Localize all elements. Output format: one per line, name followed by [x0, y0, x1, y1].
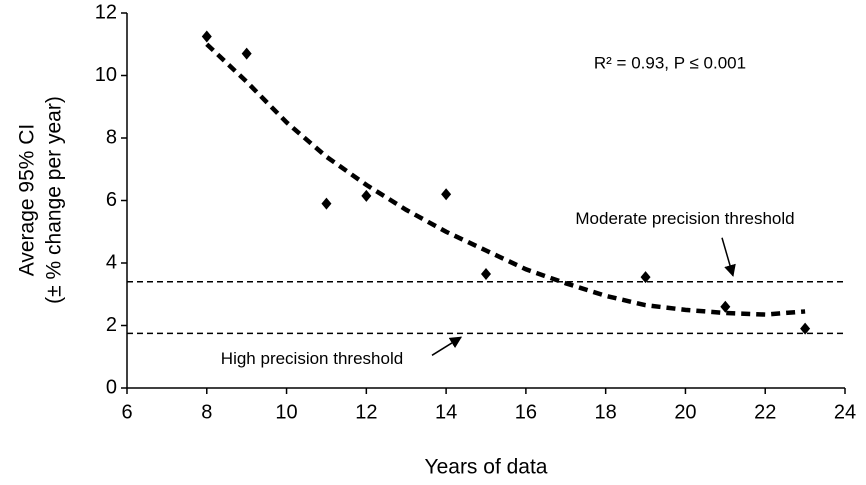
- y-tick-label: 6: [106, 189, 117, 211]
- point: [720, 300, 731, 313]
- y-axis-title: (± % change per year): [43, 96, 66, 304]
- x-tick-label: 22: [754, 401, 776, 423]
- y-tick-label: 0: [106, 376, 117, 398]
- point: [201, 30, 212, 43]
- y-axis-title: Average 95% CI: [16, 124, 39, 277]
- y-tick-label: 2: [106, 314, 117, 336]
- x-tick-label: 6: [121, 401, 132, 423]
- trend-line: [205, 42, 806, 317]
- x-tick-label: 14: [435, 401, 457, 423]
- x-tick-label: 24: [834, 401, 856, 423]
- arrow: [721, 237, 736, 277]
- y-tick-label: 10: [95, 64, 117, 86]
- x-axis-title: Years of data: [425, 456, 548, 479]
- x-tick-label: 16: [515, 401, 537, 423]
- threshold-label: High precision threshold: [221, 349, 403, 368]
- x-tick-label: 12: [355, 401, 377, 423]
- point: [321, 197, 332, 210]
- point: [361, 189, 372, 202]
- x-tick-label: 20: [674, 401, 696, 423]
- point: [481, 267, 491, 280]
- x-tick-label: 8: [201, 401, 212, 423]
- threshold-label: Moderate precision threshold: [575, 209, 794, 228]
- y-tick-label: 12: [95, 1, 117, 23]
- point: [241, 47, 252, 60]
- y-tick-label: 4: [106, 251, 117, 273]
- point: [441, 188, 452, 201]
- point: [640, 271, 651, 284]
- annotation: R² = 0.93, P ≤ 0.001: [594, 53, 746, 72]
- point: [800, 322, 811, 335]
- x-tick-label: 10: [275, 401, 297, 423]
- x-tick-label: 18: [595, 401, 617, 423]
- arrow: [431, 336, 463, 356]
- y-tick-label: 8: [106, 126, 117, 148]
